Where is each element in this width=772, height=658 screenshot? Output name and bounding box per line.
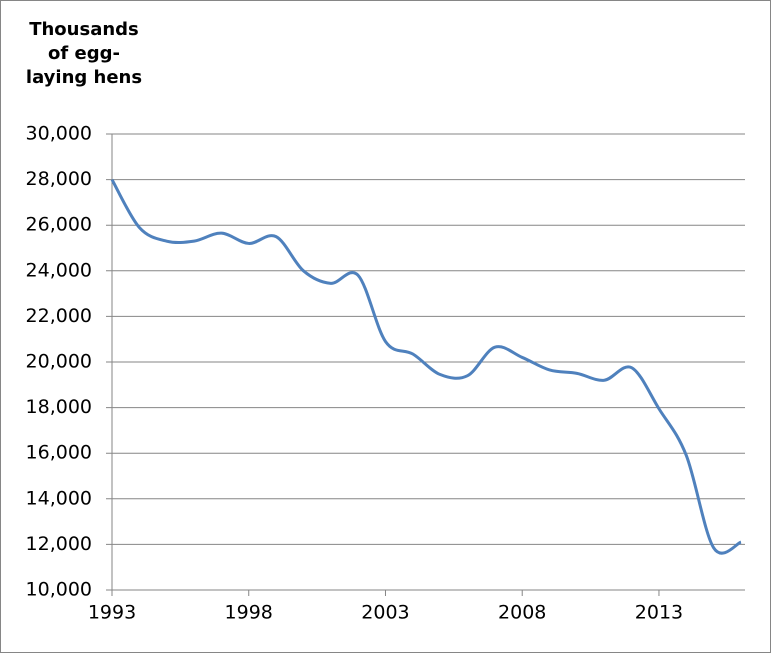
x-tick-label: 2013 [635, 602, 683, 624]
y-tick-label: 10,000 [26, 579, 92, 601]
data-line [110, 178, 742, 555]
y-axis-title: of egg- [48, 43, 120, 64]
x-tick-label: 1998 [225, 602, 273, 624]
y-axis-title: Thousands [29, 19, 139, 40]
y-tick-label: 26,000 [26, 214, 92, 236]
y-tick-label: 30,000 [26, 123, 92, 145]
x-tick-label: 2003 [361, 602, 409, 624]
y-tick-label: 20,000 [26, 351, 92, 373]
y-tick-label: 24,000 [26, 259, 92, 281]
y-tick-label: 22,000 [26, 305, 92, 327]
y-tick-label: 18,000 [26, 396, 92, 418]
y-tick-label: 12,000 [26, 533, 92, 555]
y-tick-label: 28,000 [26, 168, 92, 190]
y-tick-label: 16,000 [26, 442, 92, 464]
x-tick-label: 1993 [88, 602, 136, 624]
y-tick-label: 14,000 [26, 487, 92, 509]
x-tick-label: 2008 [498, 602, 546, 624]
y-axis-title: laying hens [26, 67, 142, 88]
